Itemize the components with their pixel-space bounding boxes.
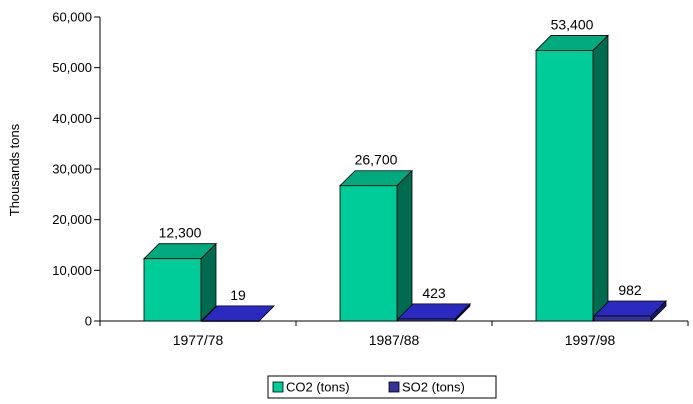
co2-bar-side: [592, 34, 609, 322]
y-tick-label: 50,000: [52, 60, 92, 75]
data-label: 982: [618, 282, 642, 298]
x-tick-label: 1997/98: [565, 332, 616, 348]
so2-bar: [593, 300, 667, 322]
y-tick-label: 60,000: [52, 10, 92, 25]
data-label: 12,300: [159, 225, 202, 241]
co2-bar: [535, 34, 609, 322]
legend-box: [267, 375, 497, 399]
co2-bar: [339, 169, 413, 322]
y-tick-label: 0: [85, 314, 92, 329]
x-tick-label: 1977/78: [173, 332, 224, 348]
y-axis-title: Thousands tons: [7, 123, 22, 216]
chart-bars: [143, 34, 667, 322]
co2-bar-front: [535, 50, 594, 322]
data-label: 423: [422, 285, 446, 301]
data-label: 26,700: [355, 152, 398, 168]
co2-bar-front: [143, 258, 202, 322]
y-tick-label: 10,000: [52, 263, 92, 278]
legend-co2-label: CO2 (tons): [286, 380, 350, 395]
y-tick-label: 20,000: [52, 212, 92, 227]
so2-bar: [397, 302, 471, 322]
y-tick-label: 40,000: [52, 111, 92, 126]
legend-so2-swatch: [388, 381, 400, 393]
legend-so2-label: SO2 (tons): [402, 380, 465, 395]
so2-bar-front: [593, 315, 652, 322]
y-tick-label: 30,000: [52, 162, 92, 177]
data-label: 53,400: [551, 16, 594, 32]
legend-co2-swatch: [272, 381, 284, 393]
chart-axes: 0 10,000 20,000 30,000 40,000 50,000 60,000: [52, 10, 689, 329]
co2-bar: [143, 242, 217, 322]
so2-bar: [201, 304, 275, 322]
x-tick-label: 1987/88: [369, 332, 420, 348]
so2-bar-front: [397, 318, 456, 322]
legend: CO2 (tons) SO2 (tons): [267, 375, 497, 399]
so2-bar-front: [201, 320, 260, 322]
co2-bar-side: [396, 169, 413, 322]
co2-bar-front: [339, 185, 398, 322]
data-label: 19: [230, 287, 246, 303]
chart-labels: 1977/78 1987/88 1997/98 12,300 19 26,700 423 53…: [159, 16, 642, 348]
